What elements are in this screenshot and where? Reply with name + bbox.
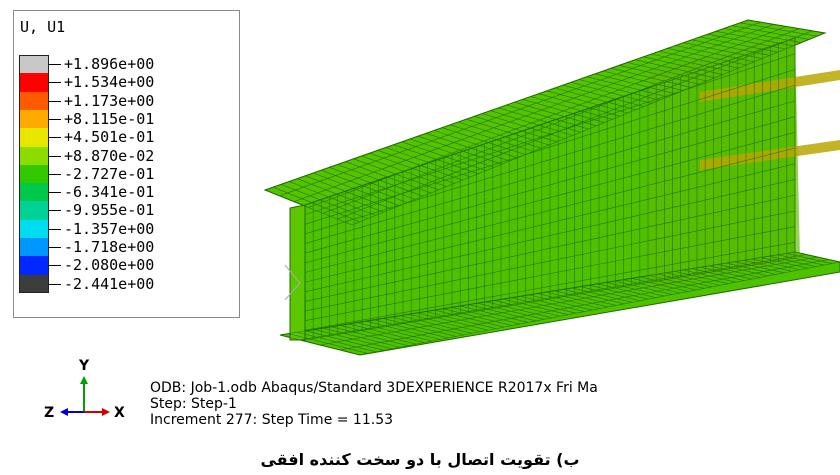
mesh-line	[351, 32, 826, 226]
y-axis-arrow	[80, 376, 88, 384]
legend-label: +1.534e+00	[64, 73, 155, 92]
legend-swatch	[19, 73, 49, 92]
y-axis-label: Y	[79, 358, 90, 374]
mesh-line	[264, 19, 749, 191]
legend-tick	[49, 64, 61, 65]
legend-tick	[49, 210, 61, 212]
mesh-line	[304, 116, 796, 254]
legend-tick	[49, 118, 61, 120]
mesh-lines	[264, 19, 840, 356]
mesh-line	[304, 84, 796, 235]
mesh-line	[359, 261, 840, 356]
step-info: Step: Step-1	[150, 396, 237, 412]
mesh-line	[304, 179, 796, 293]
legend-tick	[49, 137, 61, 139]
mesh-line	[304, 194, 796, 302]
legend-label: -2.080e+00	[64, 256, 155, 275]
mesh-line	[304, 131, 796, 264]
legend-title: U, U1	[20, 18, 66, 36]
legend-tick	[49, 265, 61, 267]
symmetry-line-2	[284, 282, 301, 301]
z-axis-label: Z	[44, 405, 55, 421]
legend-label: -1.357e+00	[64, 219, 155, 238]
legend-swatch	[19, 146, 49, 165]
legend-tick	[49, 155, 61, 157]
legend-swatch	[19, 109, 49, 129]
legend-swatch	[19, 91, 49, 110]
legend-tick	[49, 100, 61, 102]
odb-info: ODB: Job-1.odb Abaqus/Standard 3DEXPERIE…	[150, 380, 598, 396]
legend-swatch	[19, 238, 49, 257]
legend-label: -2.727e-01	[64, 164, 155, 183]
legend-label: +8.115e-01	[64, 109, 155, 128]
mesh-line	[304, 163, 796, 283]
legend-tick	[49, 247, 61, 249]
legend-tick	[49, 283, 61, 285]
stiffener-lower	[700, 140, 840, 170]
legend-label: +4.501e-01	[64, 128, 155, 147]
mesh-line	[279, 21, 761, 197]
axis-triad	[60, 376, 110, 416]
mesh-line	[304, 100, 796, 244]
legend-swatch	[19, 274, 49, 293]
mesh-line	[304, 147, 796, 273]
legend-tick	[49, 173, 61, 175]
legend-swatch	[19, 219, 49, 239]
legend-swatch	[19, 201, 49, 220]
legend-label: -2.441e+00	[64, 274, 155, 293]
z-axis-arrow	[60, 408, 68, 416]
legend-tick	[49, 228, 61, 230]
mesh-line	[293, 24, 774, 202]
mesh-line	[308, 26, 787, 208]
mesh-line	[337, 30, 813, 220]
mesh-line	[304, 69, 796, 225]
mesh-line	[319, 256, 818, 346]
symmetry-line-1	[284, 264, 301, 284]
mesh-line	[304, 37, 796, 206]
x-axis-label: X	[114, 405, 125, 421]
legend-label: -9.955e-01	[64, 201, 155, 220]
mesh-line	[304, 210, 796, 312]
legend-label: -6.341e-01	[64, 183, 155, 202]
mesh-line	[299, 254, 807, 341]
mesh-line	[322, 28, 800, 214]
legend-swatch	[19, 164, 49, 184]
legend-swatch	[19, 128, 49, 147]
mesh-line	[339, 259, 829, 351]
legend-swatch	[19, 55, 49, 74]
web-end	[289, 204, 306, 341]
stiffener-upper	[700, 70, 840, 102]
legend-label: +1.173e+00	[64, 91, 155, 110]
mesh-line	[279, 251, 796, 336]
legend-swatch	[19, 256, 49, 275]
legend-panel	[13, 10, 240, 318]
legend-label: -1.718e+00	[64, 238, 155, 257]
mesh-line	[304, 241, 796, 331]
legend-label: +1.896e+00	[64, 55, 155, 73]
increment-info: Increment 277: Step Time = 11.53	[150, 412, 394, 428]
legend-tick	[49, 192, 61, 194]
x-axis-arrow	[102, 408, 110, 416]
figure-caption: ب) تقویت اتصال با دو سخت کننده افقی	[260, 450, 580, 469]
legend-tick	[49, 82, 61, 84]
legend-label: +8.870e-02	[64, 146, 155, 165]
mesh-line	[304, 226, 796, 322]
legend-swatch	[19, 183, 49, 202]
